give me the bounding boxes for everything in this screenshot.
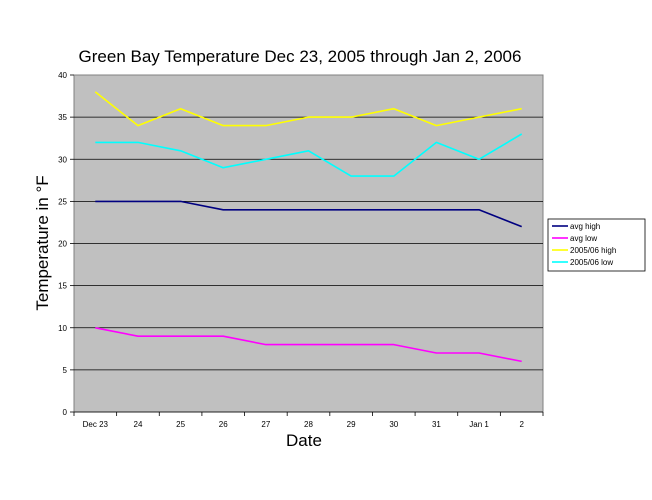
y-tick-label: 15	[58, 282, 67, 291]
y-axis: 0 5 10 15 20 25 30 35 40	[58, 71, 74, 417]
y-tick-label: 5	[63, 366, 68, 375]
x-tick-label: Jan 1	[469, 420, 489, 429]
series-lines	[94, 91, 523, 363]
series-line-1	[95, 327, 522, 363]
x-tick-label: 30	[389, 420, 398, 429]
y-tick-label: 10	[58, 324, 67, 333]
legend-label: avg high	[570, 222, 600, 231]
chart-title: Green Bay Temperature Dec 23, 2005 throu…	[79, 47, 522, 66]
x-tick-label: 27	[261, 420, 270, 429]
y-tick-label: 25	[58, 197, 67, 206]
x-tick-label: 31	[432, 420, 441, 429]
series-line-2	[94, 91, 522, 127]
x-tick-label: 2	[519, 420, 524, 429]
series-line-3	[95, 133, 523, 177]
y-axis-label: Temperature in °F	[33, 175, 52, 310]
x-tick-label: 26	[219, 420, 228, 429]
legend: avg high avg low 2005/06 high 2005/06 low	[547, 218, 646, 272]
y-tick-label: 40	[58, 71, 67, 80]
legend-label: avg low	[570, 234, 597, 243]
legend-label: 2005/06 low	[570, 258, 613, 267]
x-tick-label: Dec 23	[83, 420, 109, 429]
y-tick-label: 20	[58, 240, 67, 249]
y-tick-label: 0	[63, 408, 68, 417]
series-line-0	[95, 200, 522, 228]
legend-label: 2005/06 high	[570, 246, 616, 255]
x-tick-label: 29	[347, 420, 356, 429]
x-tick-label: 24	[134, 420, 143, 429]
y-tick-label: 30	[58, 155, 67, 164]
x-axis-label: Date	[286, 431, 322, 450]
x-tick-label: 25	[176, 420, 185, 429]
x-tick-label: 28	[304, 420, 313, 429]
x-axis: Dec 23 24 25 26 27 28 29 30 31 Jan 1 2	[73, 411, 544, 429]
y-tick-label: 35	[58, 113, 67, 122]
